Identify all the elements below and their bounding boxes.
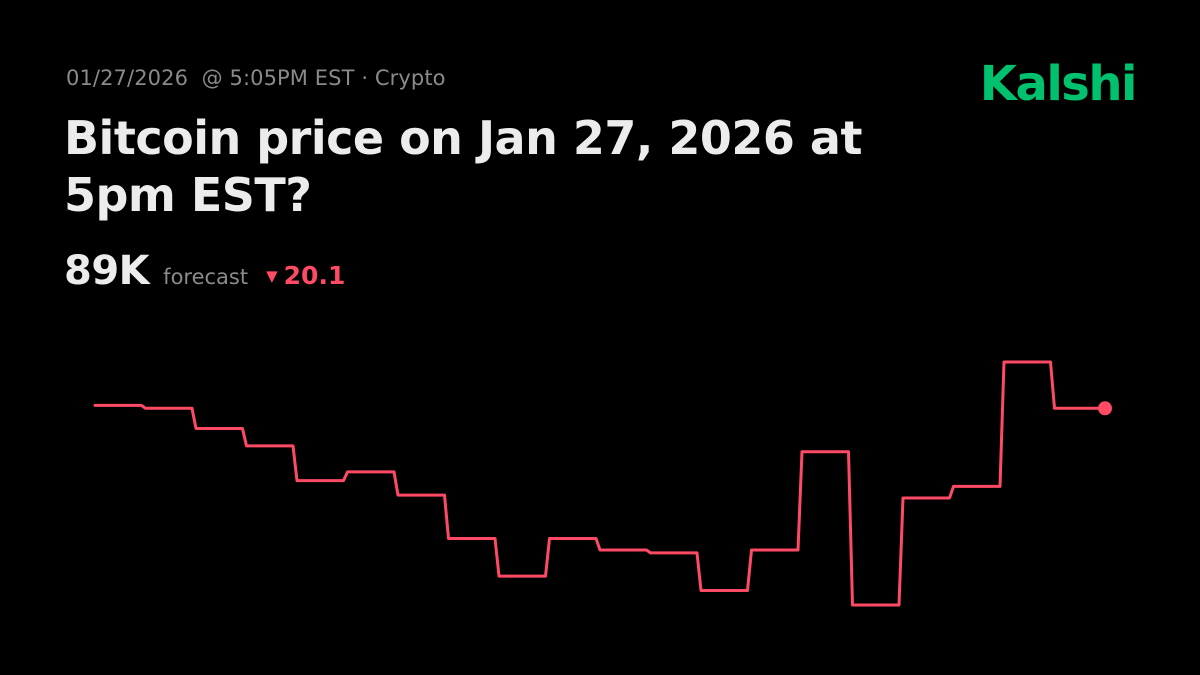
forecast-row: 89K forecast ▼ 20.1 — [64, 248, 345, 294]
market-meta: 01/27/2026 @ 5:05PM EST · Crypto — [66, 66, 446, 90]
kalshi-logo: Kalshi — [979, 56, 1138, 112]
forecast-change: ▼ 20.1 — [266, 261, 345, 290]
market-date: 01/27/2026 — [66, 66, 189, 90]
market-time: @ 5:05PM EST — [201, 66, 355, 90]
meta-separator: · — [361, 66, 369, 90]
forecast-series-line — [93, 360, 1107, 607]
market-category: Crypto — [374, 66, 446, 90]
down-triangle-icon: ▼ — [266, 267, 278, 285]
forecast-label: forecast — [163, 265, 249, 289]
forecast-value: 89K — [64, 248, 150, 294]
latest-point-marker — [1098, 401, 1112, 416]
forecast-change-value: 20.1 — [283, 261, 346, 290]
market-title: Bitcoin price on Jan 27, 2026 at 5pm EST… — [64, 111, 862, 222]
